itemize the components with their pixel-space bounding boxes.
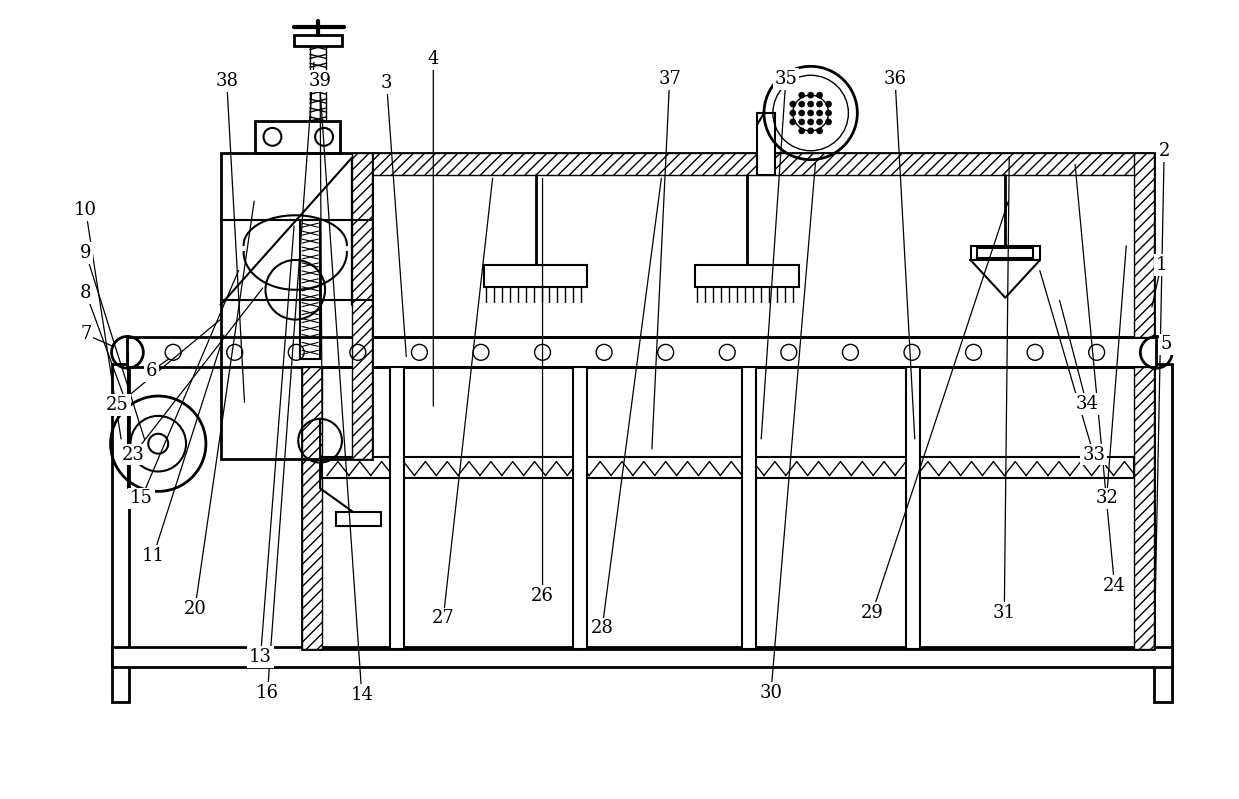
Text: 13: 13 — [249, 648, 273, 666]
Text: 34: 34 — [1075, 395, 1098, 413]
Bar — [757, 113, 774, 174]
Bar — [742, 368, 756, 650]
Text: 32: 32 — [1095, 489, 1118, 507]
Circle shape — [817, 119, 823, 125]
Text: 35: 35 — [774, 70, 797, 88]
Text: 33: 33 — [1082, 446, 1105, 463]
Circle shape — [789, 110, 795, 116]
Circle shape — [149, 434, 169, 454]
Bar — [574, 368, 587, 650]
Circle shape — [808, 92, 814, 98]
Text: 8: 8 — [81, 284, 92, 302]
Circle shape — [817, 101, 823, 107]
Text: 31: 31 — [992, 603, 1016, 622]
Text: 37: 37 — [658, 70, 681, 88]
Text: 11: 11 — [141, 547, 165, 565]
Bar — [112, 647, 1172, 667]
Bar — [1135, 368, 1155, 650]
Text: 39: 39 — [309, 72, 332, 90]
Bar — [254, 121, 339, 153]
Circle shape — [799, 101, 804, 107]
Bar — [484, 265, 587, 287]
Circle shape — [799, 110, 804, 116]
Bar — [978, 248, 1033, 258]
Circle shape — [817, 128, 823, 134]
Bar — [372, 153, 1155, 174]
Bar — [906, 368, 919, 650]
Circle shape — [789, 101, 795, 107]
Polygon shape — [970, 260, 1040, 298]
Text: 7: 7 — [81, 325, 92, 344]
Circle shape — [817, 110, 823, 116]
Text: 3: 3 — [380, 74, 393, 92]
Text: 10: 10 — [74, 201, 97, 219]
Bar — [300, 221, 320, 360]
Text: 6: 6 — [145, 362, 157, 380]
Bar — [336, 512, 380, 526]
Text: 38: 38 — [216, 72, 238, 90]
Bar — [1135, 153, 1155, 337]
Circle shape — [789, 119, 795, 125]
Text: 27: 27 — [432, 610, 455, 627]
Bar — [389, 368, 404, 650]
Text: 29: 29 — [861, 603, 883, 622]
Bar — [1155, 364, 1172, 702]
Bar — [221, 153, 372, 459]
Text: 24: 24 — [1103, 577, 1126, 594]
Circle shape — [799, 119, 804, 125]
Circle shape — [817, 92, 823, 98]
Text: 1: 1 — [1156, 256, 1167, 274]
Text: 4: 4 — [427, 50, 439, 69]
Text: 16: 16 — [256, 684, 279, 702]
Circle shape — [808, 110, 814, 116]
Text: 23: 23 — [121, 446, 145, 463]
Text: 28: 28 — [591, 619, 613, 638]
Bar — [302, 368, 322, 650]
Bar — [295, 34, 342, 46]
Bar — [128, 337, 1156, 368]
Text: 20: 20 — [183, 599, 207, 618]
Circle shape — [799, 128, 804, 134]
Text: 25: 25 — [107, 396, 129, 414]
Text: 36: 36 — [883, 70, 907, 88]
Circle shape — [799, 92, 804, 98]
Bar — [302, 368, 1155, 650]
Bar — [695, 265, 799, 287]
Text: 30: 30 — [760, 684, 783, 702]
Bar — [352, 153, 372, 459]
Text: 15: 15 — [130, 489, 152, 507]
Text: 5: 5 — [1161, 336, 1172, 353]
Circle shape — [825, 110, 831, 116]
Circle shape — [825, 119, 831, 125]
Text: 26: 26 — [532, 586, 554, 605]
Bar — [112, 364, 129, 702]
Text: 14: 14 — [351, 686, 373, 704]
Bar — [322, 456, 1135, 479]
Bar — [372, 153, 1155, 337]
Bar — [970, 246, 1040, 260]
Text: 9: 9 — [81, 244, 92, 262]
Circle shape — [808, 101, 814, 107]
Circle shape — [808, 128, 814, 134]
Circle shape — [808, 119, 814, 125]
Text: 2: 2 — [1158, 141, 1170, 160]
Circle shape — [825, 101, 831, 107]
